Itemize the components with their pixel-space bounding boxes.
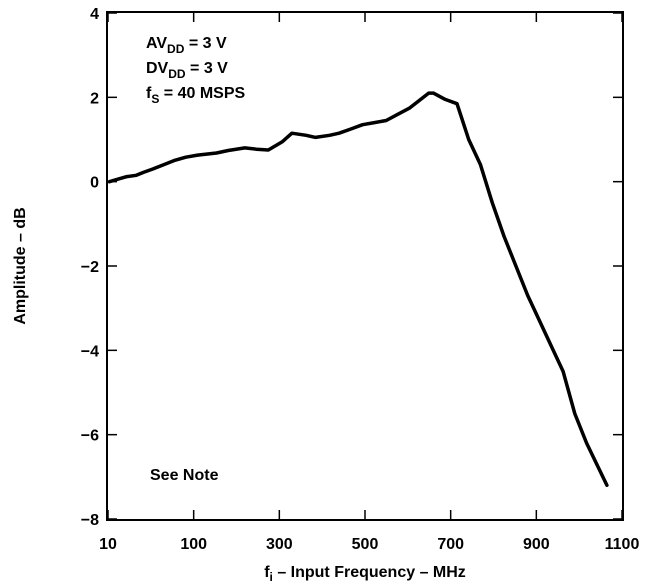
annotation-dvdd-main: DV	[146, 60, 169, 77]
x-axis-label-main: f	[264, 564, 270, 581]
annotation-avdd-sub: DD	[167, 42, 185, 56]
y-tick-label: 2	[90, 90, 99, 107]
x-tick-label: 1100	[605, 536, 640, 553]
y-tick-label: −8	[81, 512, 99, 529]
conditions-annotation: AVDD = 3 V DVDD = 3 V fS = 40 MSPS	[140, 28, 300, 106]
x-axis-label-sub: i	[270, 570, 273, 584]
x-tick-label: 10	[99, 536, 117, 553]
annotation-fs-rest: = 40 MSPS	[159, 85, 245, 102]
y-axis: 4 2 0 −2 −4 −6 −8	[81, 6, 622, 529]
annotation-dvdd-sub: DD	[168, 67, 186, 81]
annotation-background	[140, 28, 300, 102]
x-axis-label-rest: – Input Frequency – MHz	[273, 564, 466, 581]
plot-frame	[106, 11, 624, 521]
x-axis-label: fi – Input Frequency – MHz	[264, 564, 466, 584]
y-tick-label: −4	[81, 343, 99, 360]
annotation-fs-main: f	[146, 85, 152, 102]
annotation-fs-sub: S	[151, 92, 159, 106]
annotation-avdd-main: AV	[146, 35, 167, 52]
x-tick-label: 900	[523, 536, 550, 553]
x-tick-label: 100	[180, 536, 207, 553]
series-line	[107, 91, 609, 488]
y-tick-label: 4	[90, 6, 99, 23]
annotation-fs: fS = 40 MSPS	[146, 85, 245, 106]
annotation-avdd: AVDD = 3 V	[146, 35, 227, 56]
x-tick-label: 300	[266, 536, 293, 553]
y-axis-label: Amplitude – dB	[12, 207, 29, 324]
see-note-annotation: See Note	[150, 467, 219, 484]
x-tick-label: 500	[352, 536, 379, 553]
y-tick-label: −2	[81, 259, 99, 276]
annotation-dvdd: DVDD = 3 V	[146, 60, 228, 81]
x-axis: 10 100 300 500 700 900 1100	[99, 13, 639, 553]
annotation-avdd-rest: = 3 V	[184, 35, 227, 52]
y-tick-label: 0	[90, 175, 99, 192]
y-tick-label: −6	[81, 428, 99, 445]
annotation-dvdd-rest: = 3 V	[186, 60, 229, 77]
x-tick-label: 700	[437, 536, 464, 553]
